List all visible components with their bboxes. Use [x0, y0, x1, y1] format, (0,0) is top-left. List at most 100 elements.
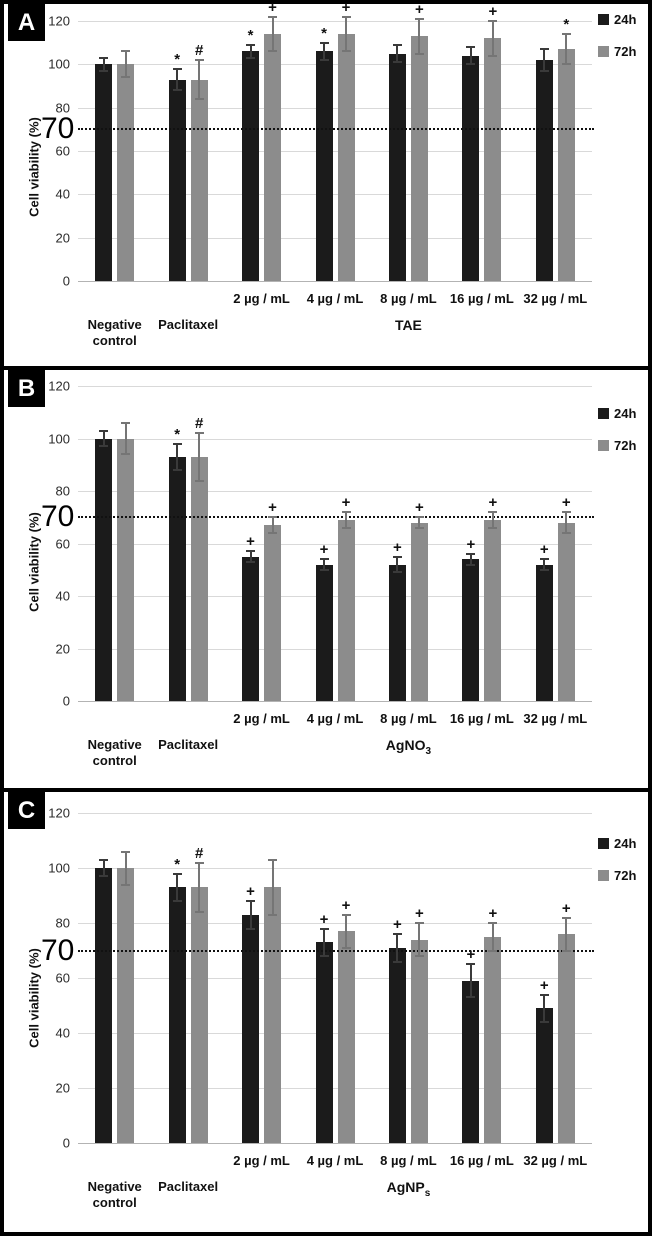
x-category-label: Paclitaxel [158, 737, 219, 752]
error-bar-cap [561, 532, 571, 534]
error-bar-cap [121, 50, 131, 53]
bar-72h-Negative control [117, 868, 135, 1143]
error-bar-cap [466, 963, 476, 966]
bar-72h-8 µg / mL [410, 36, 428, 281]
error-bar-cap [466, 553, 476, 555]
error-bar-cap [539, 48, 549, 51]
error-bar-cap [488, 54, 498, 57]
x-category-label: 2 µg / mL [233, 1153, 290, 1168]
panel-c-threshold-label: 70 [41, 935, 78, 966]
bar-72h-32 µg / mL [557, 522, 575, 701]
error-bar-cap [194, 59, 204, 61]
significance-mark: + [341, 0, 351, 16]
panel-separator [4, 366, 648, 370]
error-bar-cap [488, 949, 498, 952]
significance-mark: * [174, 50, 181, 68]
legend-item-72h: 72h [598, 438, 636, 453]
error-bar-cap [539, 568, 549, 571]
significance-mark: + [319, 541, 329, 559]
error-bar-cap [121, 421, 131, 424]
error-bar-cap [268, 15, 278, 18]
bar-24h-32 µg / mL [535, 60, 553, 281]
error-bar-cap [99, 858, 109, 861]
panel-separator [4, 788, 648, 792]
bar-72h-4 µg / mL [337, 931, 355, 1143]
y-tick-label-60: 60 [55, 143, 70, 159]
bar-24h-Negative control [95, 868, 113, 1143]
error-bar-cap [99, 429, 109, 432]
legend-label-72h: 72h [614, 438, 637, 453]
error-bar [396, 934, 399, 962]
significance-mark: + [561, 494, 571, 511]
bar-72h-Paclitaxel [190, 456, 208, 701]
bar-72h-2 µg / mL [264, 525, 282, 701]
y-tick-label-0: 0 [62, 1135, 70, 1151]
error-bar [469, 47, 472, 65]
error-bar-cap [99, 56, 109, 59]
error-bar-cap [561, 63, 571, 66]
gridline-20 [78, 1088, 592, 1089]
significance-mark: # [194, 42, 204, 59]
legend-item-24h: 24h [598, 12, 636, 27]
x-category-label: 8 µg / mL [380, 711, 437, 726]
error-bar-cap [319, 955, 329, 957]
y-tick-label-20: 20 [55, 641, 70, 656]
gridline-40 [78, 194, 592, 196]
bar-24h-32 µg / mL [535, 1008, 553, 1143]
error-bar-cap [268, 913, 278, 916]
error-bar [198, 433, 201, 481]
bar-24h-32 µg / mL [535, 564, 553, 701]
error-bar-cap [341, 913, 351, 916]
error-bar-cap [488, 20, 498, 22]
legend-swatch-24h [598, 408, 609, 419]
error-bar [249, 44, 252, 58]
error-bar-cap [319, 41, 329, 44]
bar-72h-32 µg / mL [557, 934, 575, 1143]
significance-mark: + [319, 910, 329, 928]
significance-mark: + [393, 916, 402, 933]
bar-24h-Negative control [95, 438, 113, 701]
significance-mark: + [488, 494, 498, 511]
legend-label-72h: 72h [614, 44, 637, 59]
x-category-label: 32 µg / mL [523, 291, 588, 306]
bar-24h-2 µg / mL [242, 556, 260, 701]
error-bar [102, 57, 105, 71]
x-category-label: Negative control [87, 1179, 142, 1210]
error-bar-cap [121, 453, 131, 456]
legend-item-24h: 24h [598, 406, 636, 421]
error-bar [565, 512, 568, 533]
error-bar [102, 859, 105, 877]
gridline-60 [78, 978, 592, 979]
legend-item-24h: 24h [598, 836, 636, 851]
bar-72h-16 µg / mL [484, 38, 502, 281]
error-bar-cap [414, 922, 424, 924]
error-bar-cap [561, 33, 571, 35]
gridline-100 [78, 868, 592, 869]
error-bar-cap [539, 558, 549, 561]
error-bar-cap [392, 960, 402, 963]
bar-24h-4 µg / mL [315, 942, 333, 1143]
y-tick-label-80: 80 [55, 483, 70, 499]
error-bar [345, 512, 347, 528]
significance-mark: + [341, 896, 351, 914]
error-bar-cap [392, 61, 402, 64]
significance-mark: + [268, 499, 277, 517]
bar-24h-Paclitaxel [168, 79, 186, 281]
bar-72h-8 µg / mL [410, 939, 428, 1143]
bar-72h-32 µg / mL [557, 49, 575, 281]
y-tick-label-40: 40 [55, 186, 70, 202]
bar-72h-2 µg / mL [264, 887, 282, 1143]
error-bar-cap [194, 98, 204, 100]
error-bar-cap [246, 900, 256, 902]
bar-24h-Negative control [95, 64, 113, 281]
panel-b-legend: 24h 72h [598, 406, 636, 470]
error-bar [176, 873, 179, 901]
error-bar-cap [341, 50, 351, 53]
error-bar-cap [246, 560, 256, 563]
panel-b: B Cell viability (%) 70 0 20 40 60 80 100 120 … [4, 370, 648, 788]
bar-72h-Paclitaxel [190, 79, 208, 281]
treatment-group-label: TAE [394, 317, 422, 333]
error-bar-cap [246, 43, 256, 46]
panel-a: A Cell viability (%) 70 0 20 40 60 80 100 120 … [4, 0, 648, 366]
error-bar [102, 430, 105, 447]
